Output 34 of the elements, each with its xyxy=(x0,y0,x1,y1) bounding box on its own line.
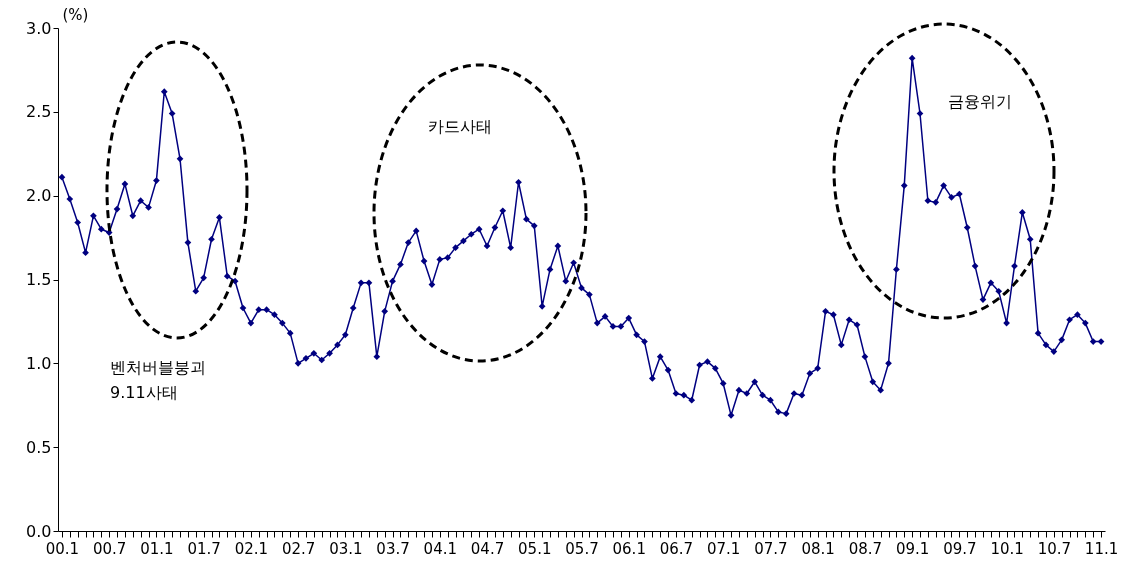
y-axis-title: (%) xyxy=(62,5,89,24)
x-tick-label: 04.7 xyxy=(470,539,505,558)
x-tick-label: 00.1 xyxy=(45,539,80,558)
annotation: 금융위기 xyxy=(947,91,1012,111)
x-tick-label: 02.1 xyxy=(234,539,269,558)
annotation: 카드사태 xyxy=(428,116,493,136)
x-tick-label: 00.7 xyxy=(92,539,127,558)
annotation: 벤처버블붕괴 9.11사태 xyxy=(110,358,207,403)
x-tick-label: 05.7 xyxy=(565,539,599,558)
x-tick-label: 07.1 xyxy=(707,539,741,558)
x-tick-label: 05.1 xyxy=(518,539,552,558)
x-tick-label: 06.1 xyxy=(612,539,646,558)
x-tick-label: 10.7 xyxy=(1037,539,1072,558)
y-tick-label: 2.5 xyxy=(26,102,52,122)
x-tick-label: 11.1 xyxy=(1084,539,1119,558)
x-tick-label: 08.7 xyxy=(848,539,883,558)
x-tick-label: 03.7 xyxy=(376,539,410,558)
x-tick-label: 09.1 xyxy=(895,539,930,558)
x-tick-label: 06.7 xyxy=(659,539,694,558)
x-tick-label: 01.1 xyxy=(140,539,174,558)
y-tick-label: 3.0 xyxy=(26,18,52,38)
x-tick-label: 09.7 xyxy=(943,539,977,558)
x-tick-label: 03.1 xyxy=(329,539,363,558)
x-tick-label: 07.7 xyxy=(754,539,788,558)
x-tick-label: 01.7 xyxy=(187,539,221,558)
x-tick-label: 08.1 xyxy=(801,539,835,558)
x-tick-label: 02.7 xyxy=(281,539,316,558)
y-tick-label: 0.0 xyxy=(26,521,52,541)
y-tick-label: 1.5 xyxy=(26,270,52,289)
x-tick-label: 04.1 xyxy=(423,539,457,558)
x-tick-label: 10.1 xyxy=(990,539,1024,558)
y-tick-label: 0.5 xyxy=(26,437,52,457)
y-tick-label: 2.0 xyxy=(26,186,52,206)
y-tick-label: 1.0 xyxy=(26,353,52,373)
